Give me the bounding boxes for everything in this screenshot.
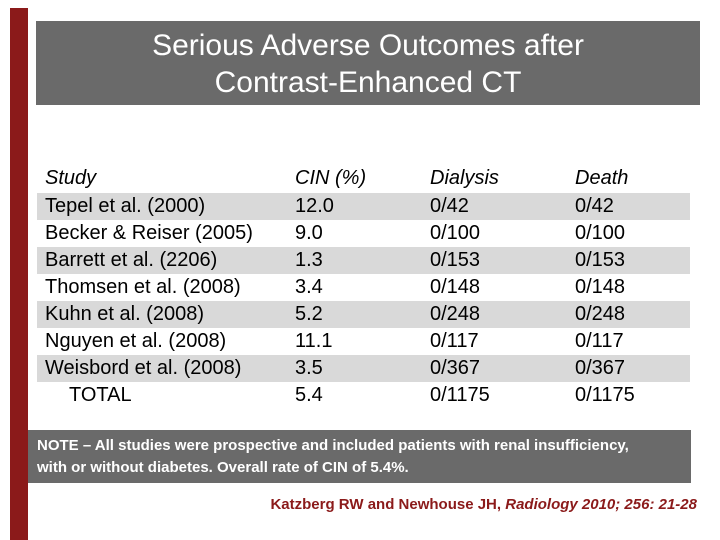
table-row: Barrett et al. (2206) 1.3 0/153 0/153 [37, 247, 690, 274]
cin-cell: 1.3 [295, 249, 323, 271]
table-row: Becker & Reiser (2005) 9.0 0/100 0/100 [37, 220, 690, 247]
dialysis-cell: 0/248 [430, 303, 481, 325]
death-cell: 0/117 [575, 330, 624, 352]
death-cell: 0/367 [575, 357, 626, 379]
note-line-1: NOTE – All studies were prospective and … [37, 437, 629, 454]
dialysis-cell: 0/1175 [430, 384, 490, 406]
death-cell: 0/148 [575, 276, 626, 298]
cin-cell: 5.4 [295, 384, 323, 406]
citation-authors: Katzberg RW and Newhouse JH, [270, 496, 502, 513]
study-cell: Barrett et al. (2206) [45, 249, 218, 271]
study-cell: Becker & Reiser (2005) [45, 222, 253, 244]
dialysis-cell: 0/148 [430, 276, 481, 298]
dialysis-cell: 0/42 [430, 195, 469, 217]
death-cell: 0/100 [575, 222, 626, 244]
cin-cell: 5.2 [295, 303, 323, 325]
table-row: Kuhn et al. (2008) 5.2 0/248 0/248 [37, 301, 690, 328]
citation-source: Radiology 2010; 256: 21-28 [505, 496, 697, 513]
note-box: NOTE – All studies were prospective and … [28, 430, 691, 483]
table-row: Nguyen et al. (2008) 11.1 0/117 0/117 [37, 328, 690, 355]
study-cell: TOTAL [69, 384, 132, 406]
dialysis-cell: 0/153 [430, 249, 481, 271]
left-accent-bar [10, 8, 28, 540]
study-cell: Thomsen et al. (2008) [45, 276, 241, 298]
citation: Katzberg RW and Newhouse JH, Radiology 2… [270, 496, 697, 513]
slide-title: Serious Adverse Outcomes after Contrast-… [36, 21, 700, 105]
column-header-dialysis: Dialysis [430, 167, 499, 189]
slide-title-line-1: Serious Adverse Outcomes after [152, 29, 584, 62]
table-row: Weisbord et al. (2008) 3.5 0/367 0/367 [37, 355, 690, 382]
dialysis-cell: 0/117 [430, 330, 479, 352]
dialysis-cell: 0/367 [430, 357, 481, 379]
study-cell: Kuhn et al. (2008) [45, 303, 204, 325]
outcomes-table: Study CIN (%) Dialysis Death Tepel et al… [37, 164, 690, 409]
cin-cell: 3.5 [295, 357, 323, 379]
cin-cell: 11.1 [295, 330, 333, 352]
death-cell: 0/1175 [575, 384, 635, 406]
table-header-row: Study CIN (%) Dialysis Death [37, 164, 690, 193]
cin-cell: 12.0 [295, 195, 334, 217]
slide-title-line-2: Contrast-Enhanced CT [214, 66, 522, 99]
cin-cell: 9.0 [295, 222, 323, 244]
column-header-cin: CIN (%) [295, 167, 367, 189]
death-cell: 0/248 [575, 303, 626, 325]
table-row: Thomsen et al. (2008) 3.4 0/148 0/148 [37, 274, 690, 301]
study-cell: Nguyen et al. (2008) [45, 330, 227, 352]
dialysis-cell: 0/100 [430, 222, 481, 244]
death-cell: 0/153 [575, 249, 626, 271]
death-cell: 0/42 [575, 195, 614, 217]
note-line-2: with or without diabetes. Overall rate o… [37, 459, 409, 476]
study-cell: Tepel et al. (2000) [45, 195, 206, 217]
cin-cell: 3.4 [295, 276, 323, 298]
column-header-study: Study [45, 167, 97, 189]
study-cell: Weisbord et al. (2008) [45, 357, 242, 379]
column-header-death: Death [575, 167, 629, 189]
table-row-total: TOTAL 5.4 0/1175 0/1175 [37, 382, 690, 409]
table-row: Tepel et al. (2000) 12.0 0/42 0/42 [37, 193, 690, 220]
